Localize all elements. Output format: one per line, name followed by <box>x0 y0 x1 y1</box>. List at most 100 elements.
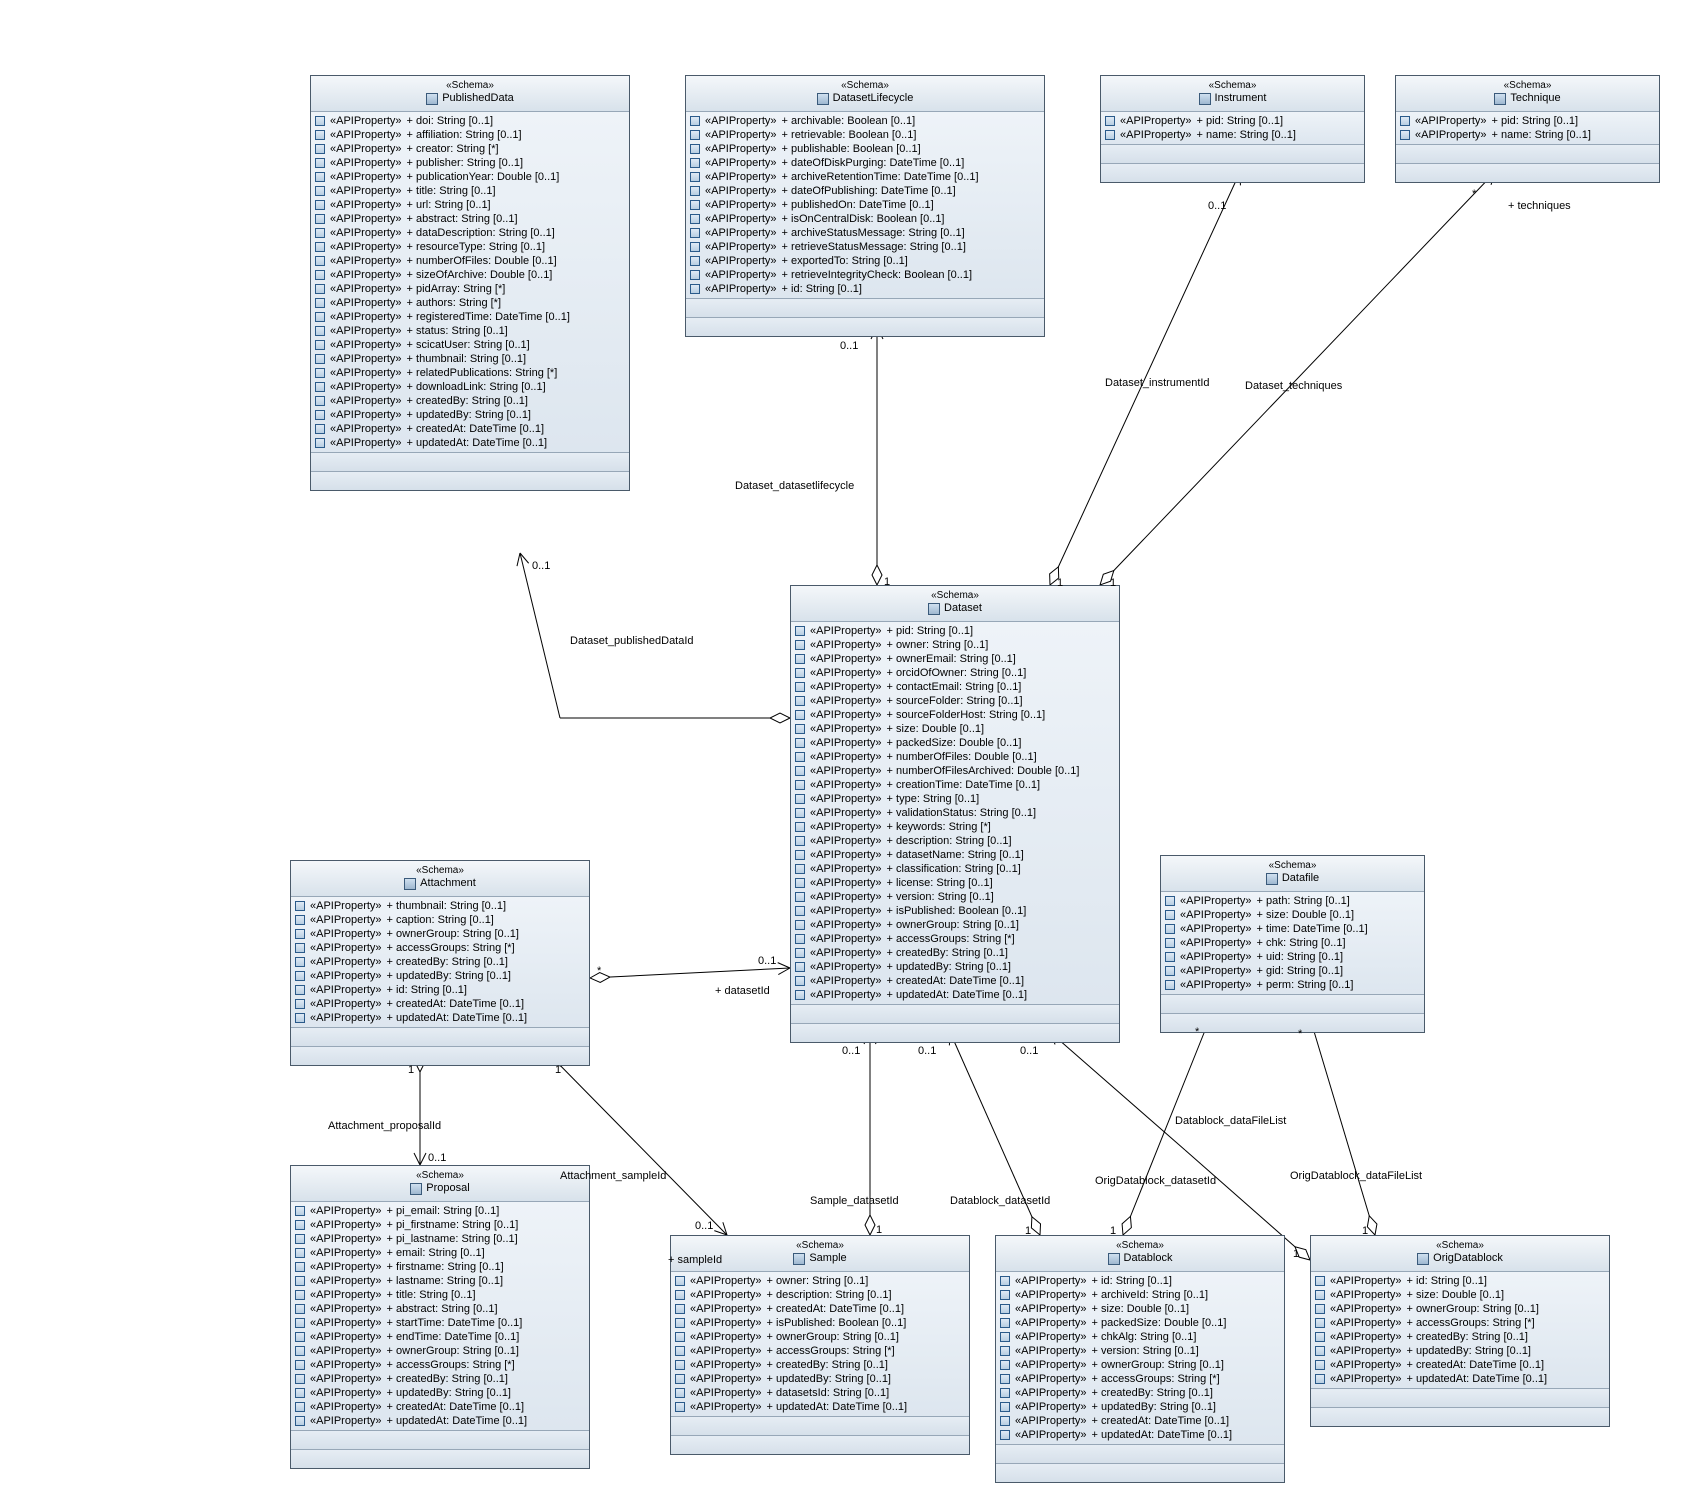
property-stereo: «APIProperty» <box>310 1274 382 1288</box>
property-icon <box>295 1332 305 1342</box>
property-text: + createdAt: DateTime [0..1] <box>887 974 1024 988</box>
property-stereo: «APIProperty» <box>810 764 882 778</box>
property-icon <box>690 270 700 280</box>
property-row: «APIProperty» + abstract: String [0..1] <box>295 1302 585 1316</box>
property-icon <box>315 130 325 140</box>
property-stereo: «APIProperty» <box>810 792 882 806</box>
schema-publisheddata: «Schema» PublishedData «APIProperty» + d… <box>310 75 630 491</box>
property-icon <box>675 1374 685 1384</box>
property-text: + abstract: String [0..1] <box>387 1302 498 1316</box>
property-stereo: «APIProperty» <box>705 212 777 226</box>
edge-label: 0..1 <box>1020 1045 1038 1057</box>
property-text: + publicationYear: Double [0..1] <box>407 170 560 184</box>
property-row: «APIProperty» + pi_email: String [0..1] <box>295 1204 585 1218</box>
property-icon <box>1165 938 1175 948</box>
property-icon <box>690 172 700 182</box>
property-text: + createdAt: DateTime [0..1] <box>387 997 524 1011</box>
property-stereo: «APIProperty» <box>705 170 777 184</box>
property-row: «APIProperty» + isPublished: Boolean [0.… <box>795 904 1115 918</box>
property-stereo: «APIProperty» <box>810 876 882 890</box>
property-text: + updatedBy: String [0..1] <box>887 960 1011 974</box>
edge-label: * <box>1195 1026 1199 1038</box>
property-stereo: «APIProperty» <box>310 1246 382 1260</box>
property-icon <box>795 640 805 650</box>
property-icon <box>295 915 305 925</box>
property-row: «APIProperty» + updatedBy: String [0..1] <box>1000 1400 1280 1414</box>
property-text: + owner: String [0..1] <box>887 638 989 652</box>
property-icon <box>795 962 805 972</box>
property-icon <box>1165 924 1175 934</box>
property-stereo: «APIProperty» <box>810 932 882 946</box>
property-row: «APIProperty» + description: String [0..… <box>675 1288 965 1302</box>
property-row: «APIProperty» + retrieveStatusMessage: S… <box>690 240 1040 254</box>
property-icon <box>795 808 805 818</box>
property-text: + pid: String [0..1] <box>1197 114 1284 128</box>
property-row: «APIProperty» + startTime: DateTime [0..… <box>295 1316 585 1330</box>
schema-body: «APIProperty» + pid: String [0..1] «APIP… <box>1101 112 1364 145</box>
compartment <box>1161 995 1424 1013</box>
property-icon <box>295 1346 305 1356</box>
property-row: «APIProperty» + thumbnail: String [0..1] <box>315 352 625 366</box>
property-row: «APIProperty» + registeredTime: DateTime… <box>315 310 625 324</box>
class-icon <box>1417 1253 1429 1265</box>
property-stereo: «APIProperty» <box>690 1386 762 1400</box>
property-stereo: «APIProperty» <box>1015 1274 1087 1288</box>
compartment <box>686 317 1044 336</box>
property-text: + createdBy: String [0..1] <box>1092 1386 1213 1400</box>
property-text: + owner: String [0..1] <box>767 1274 869 1288</box>
property-stereo: «APIProperty» <box>810 904 882 918</box>
property-text: + createdAt: DateTime [0..1] <box>1407 1358 1544 1372</box>
property-row: «APIProperty» + dateOfDiskPurging: DateT… <box>690 156 1040 170</box>
property-icon <box>315 284 325 294</box>
edge-label: + sampleId <box>668 1254 722 1266</box>
property-icon <box>315 354 325 364</box>
property-text: + publisher: String [0..1] <box>407 156 523 170</box>
schema-name: Technique <box>1510 92 1560 105</box>
schema-body: «APIProperty» + owner: String [0..1] «AP… <box>671 1272 969 1417</box>
edge-label: * <box>1472 188 1476 200</box>
property-text: + registeredTime: DateTime [0..1] <box>407 310 570 324</box>
property-stereo: «APIProperty» <box>810 834 882 848</box>
schema-proposal: «Schema» Proposal «APIProperty» + pi_ema… <box>290 1165 590 1469</box>
property-row: «APIProperty» + updatedBy: String [0..1] <box>795 960 1115 974</box>
property-icon <box>1315 1346 1325 1356</box>
property-text: + size: Double [0..1] <box>1407 1288 1505 1302</box>
property-stereo: «APIProperty» <box>1180 964 1252 978</box>
property-icon <box>295 1402 305 1412</box>
property-icon <box>295 1276 305 1286</box>
property-icon <box>1000 1430 1010 1440</box>
schema-header: «Schema» Technique <box>1396 76 1659 112</box>
property-text: + pi_email: String [0..1] <box>387 1204 500 1218</box>
property-text: + uid: String [0..1] <box>1257 950 1344 964</box>
property-icon <box>795 738 805 748</box>
schema-body: «APIProperty» + thumbnail: String [0..1]… <box>291 897 589 1028</box>
schema-header: «Schema» Dataset <box>791 586 1119 622</box>
property-icon <box>675 1318 685 1328</box>
edge-label: 0..1 <box>695 1220 713 1232</box>
property-row: «APIProperty» + updatedAt: DateTime [0..… <box>1000 1428 1280 1442</box>
edge-label: Attachment_proposalId <box>328 1120 441 1132</box>
schema-body: «APIProperty» + id: String [0..1] «APIPr… <box>996 1272 1284 1445</box>
schema-body: «APIProperty» + pid: String [0..1] «APIP… <box>791 622 1119 1005</box>
property-text: + keywords: String [*] <box>887 820 991 834</box>
property-icon <box>795 906 805 916</box>
property-stereo: «APIProperty» <box>690 1358 762 1372</box>
property-icon <box>1315 1304 1325 1314</box>
class-icon <box>1199 93 1211 105</box>
property-stereo: «APIProperty» <box>810 652 882 666</box>
property-row: «APIProperty» + ownerGroup: String [0..1… <box>1000 1358 1280 1372</box>
property-stereo: «APIProperty» <box>310 927 382 941</box>
property-stereo: «APIProperty» <box>310 1358 382 1372</box>
compartment <box>996 1445 1284 1463</box>
property-text: + updatedBy: String [0..1] <box>1407 1344 1531 1358</box>
property-stereo: «APIProperty» <box>330 240 402 254</box>
schema-body: «APIProperty» + archivable: Boolean [0..… <box>686 112 1044 299</box>
property-row: «APIProperty» + createdBy: String [0..1] <box>1315 1330 1605 1344</box>
property-text: + id: String [0..1] <box>387 983 467 997</box>
property-stereo: «APIProperty» <box>310 997 382 1011</box>
property-text: + createdBy: String [0..1] <box>1407 1330 1528 1344</box>
property-stereo: «APIProperty» <box>1180 950 1252 964</box>
property-icon <box>315 228 325 238</box>
property-row: «APIProperty» + time: DateTime [0..1] <box>1165 922 1420 936</box>
property-text: + retrievable: Boolean [0..1] <box>782 128 917 142</box>
